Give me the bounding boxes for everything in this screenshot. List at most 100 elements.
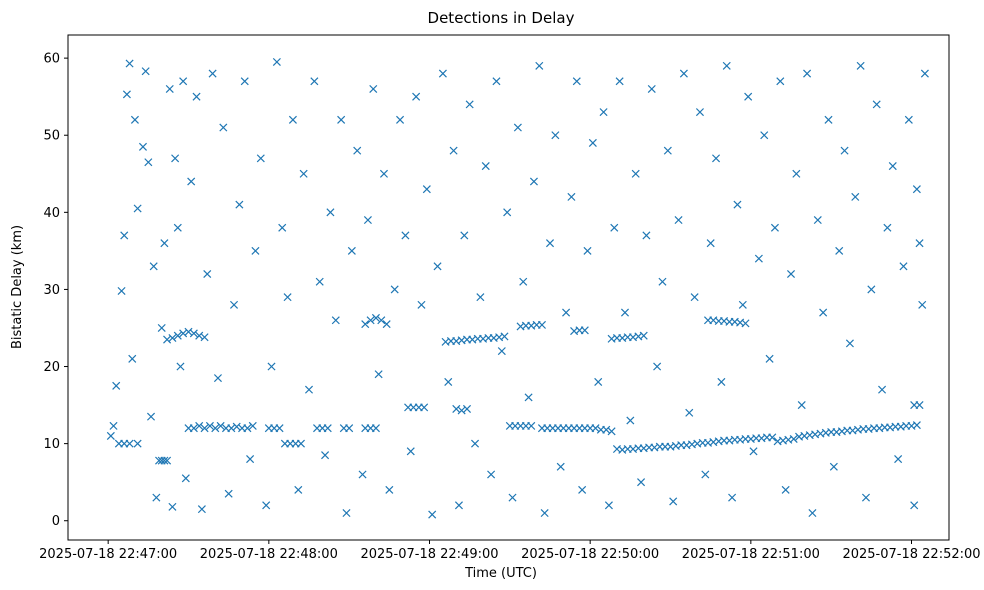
data-point [112, 381, 121, 390]
data-point [412, 92, 421, 101]
data-point [594, 377, 603, 386]
data-point [133, 439, 142, 448]
data-point [685, 408, 694, 417]
data-point [227, 424, 236, 433]
y-tick-label: 10 [43, 437, 60, 452]
data-point [363, 216, 372, 225]
data-point [138, 142, 148, 151]
data-point [417, 300, 426, 309]
data-point [776, 77, 785, 86]
data-point [580, 326, 589, 335]
data-point [106, 431, 115, 440]
data-point [262, 501, 271, 510]
data-point [572, 77, 581, 86]
data-point [487, 470, 496, 479]
data-point [910, 501, 919, 510]
data-point [537, 320, 546, 329]
data-point [353, 146, 362, 155]
data-point [545, 239, 555, 248]
y-tick-label: 40 [43, 206, 60, 221]
data-point [679, 69, 688, 78]
data-point [476, 293, 485, 302]
data-point [141, 67, 150, 76]
data-point [824, 115, 833, 124]
data-point [130, 115, 139, 124]
data-point [904, 115, 913, 124]
data-point [192, 92, 201, 101]
data-point [224, 489, 233, 498]
data-point [770, 223, 779, 232]
data-point [728, 493, 737, 502]
data-point [449, 146, 458, 155]
data-point [240, 77, 249, 86]
data-point [251, 246, 260, 255]
data-point [894, 455, 903, 464]
data-point [197, 505, 206, 514]
data-point [803, 69, 812, 78]
data-point [588, 138, 597, 147]
data-point [200, 333, 209, 342]
data-point [733, 200, 742, 209]
data-point [165, 84, 174, 93]
data-point [181, 474, 190, 483]
data-point [749, 447, 758, 456]
data-point [647, 84, 656, 93]
data-point [133, 204, 142, 213]
data-point [465, 100, 474, 109]
data-point [789, 434, 798, 444]
data-point [382, 320, 391, 329]
x-tick-label: 2025-07-18 22:47:00 [39, 547, 177, 562]
data-point [912, 421, 921, 430]
data-point [663, 146, 672, 155]
x-tick-label: 2025-07-18 22:49:00 [360, 547, 498, 562]
data-point [457, 406, 466, 415]
data-point [722, 61, 731, 70]
data-point [578, 485, 587, 494]
data-point [462, 404, 472, 413]
data-point [642, 231, 651, 240]
data-point [620, 308, 630, 317]
data-point [369, 84, 378, 93]
data-point [567, 192, 576, 201]
data-point [674, 216, 683, 225]
data-point [912, 185, 921, 194]
data-point [120, 231, 129, 240]
data-point [741, 319, 750, 328]
y-axis: 0 10 20 30 40 50 60 [43, 52, 68, 529]
data-point [452, 404, 461, 413]
data-point [296, 439, 305, 448]
data-point [915, 239, 924, 248]
data-point [326, 208, 335, 217]
data-point [163, 456, 172, 465]
data-point [604, 501, 613, 510]
data-point [883, 223, 892, 232]
data-point [256, 154, 265, 163]
data-point [179, 77, 188, 86]
data-point [851, 192, 860, 201]
data-point [358, 470, 367, 479]
data-point [872, 100, 881, 109]
data-point [706, 239, 715, 248]
data-point [211, 424, 220, 433]
data-point [754, 254, 763, 263]
data-point [345, 424, 354, 433]
data-point [122, 90, 131, 99]
data-point [347, 246, 356, 255]
data-point [813, 216, 822, 225]
data-point [187, 177, 196, 186]
data-point [792, 169, 801, 178]
x-tick-label: 2025-07-18 22:51:00 [682, 547, 820, 562]
data-point [173, 331, 182, 340]
data-point [184, 327, 193, 336]
data-point [288, 115, 297, 124]
data-point [540, 508, 549, 518]
data-point [294, 485, 303, 494]
data-point [899, 262, 908, 271]
data-point [401, 231, 410, 240]
data-point [444, 377, 453, 386]
data-point [556, 462, 565, 471]
data-point [460, 231, 469, 240]
data-point [179, 329, 188, 338]
data-point [888, 162, 897, 171]
data-point [797, 401, 806, 410]
